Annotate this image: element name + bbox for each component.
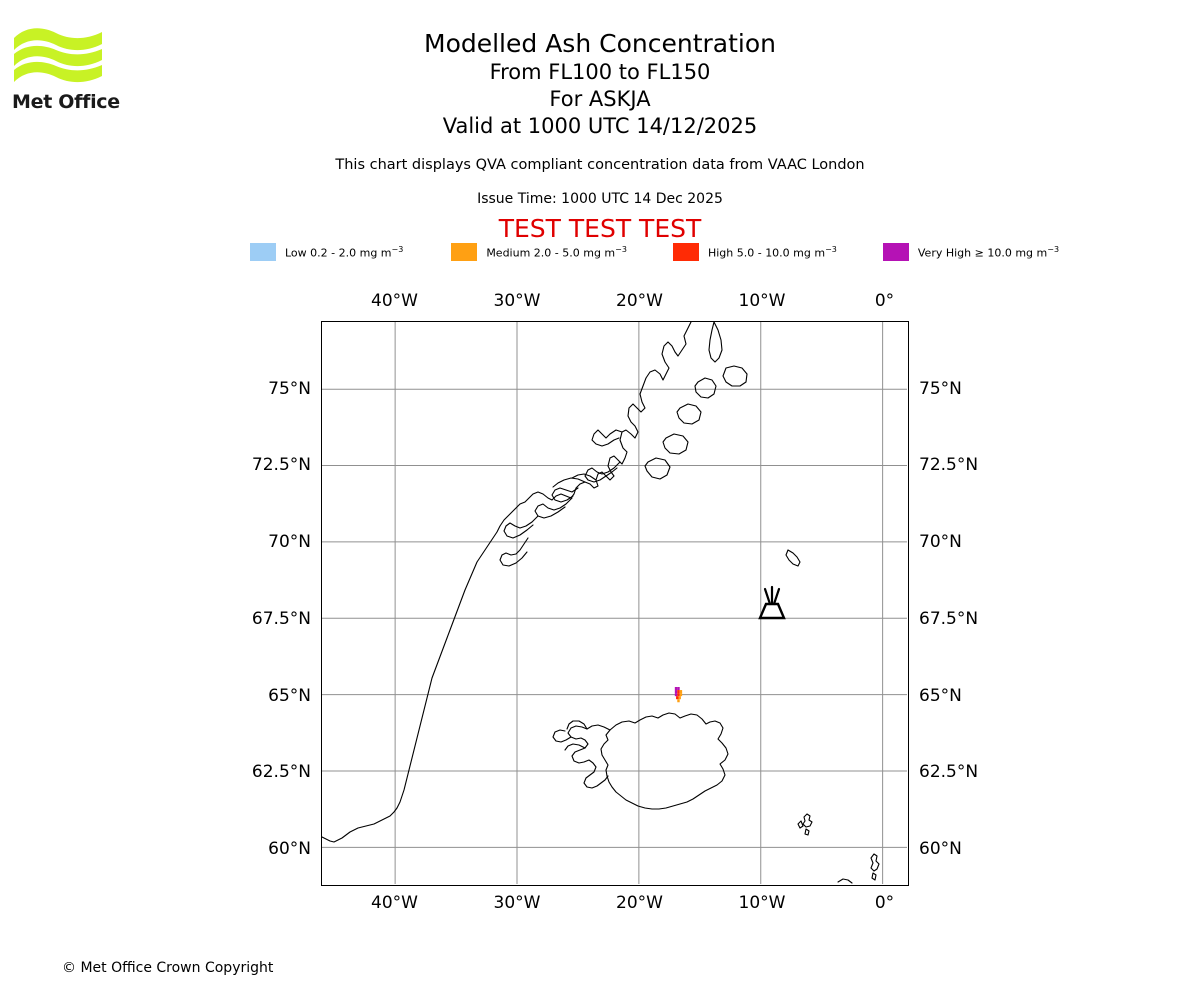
ash-cell xyxy=(679,693,683,697)
ash-cell xyxy=(677,693,680,697)
legend-very-high: Very High ≥ 10.0 mg m−3 xyxy=(882,242,1060,262)
page-title: Modelled Ash Concentration xyxy=(424,29,776,58)
lon-tick-bottom: 40°W xyxy=(371,893,418,913)
lat-tick-right: 67.5°N xyxy=(919,608,979,629)
ash-concentration-map[interactable] xyxy=(321,321,909,886)
lon-tick-top: 40°W xyxy=(371,291,418,311)
met-office-logo: Met Office xyxy=(12,24,132,114)
lat-tick-left: 70°N xyxy=(268,532,311,553)
coastlines xyxy=(322,322,880,884)
lon-tick-bottom: 30°W xyxy=(493,893,541,913)
test-banner: TEST TEST TEST xyxy=(498,214,702,243)
title-flight-levels: From FL100 to FL150 xyxy=(489,60,711,84)
lon-tick-top: 20°W xyxy=(616,291,663,311)
lat-tick-left: 62.5°N xyxy=(251,762,311,783)
title-valid-time: Valid at 1000 UTC 14/12/2025 xyxy=(442,114,758,138)
lat-tick-right: 65°N xyxy=(919,685,962,706)
lat-tick-right: 72.5°N xyxy=(919,455,979,476)
legend-swatch-very-high xyxy=(882,243,909,261)
lat-tick-right: 70°N xyxy=(919,532,962,553)
copyright-notice: © Met Office Crown Copyright xyxy=(62,960,274,976)
lon-tick-bottom: 20°W xyxy=(616,893,663,913)
ash-cell xyxy=(677,699,680,703)
chart-note: This chart displays QVA compliant concen… xyxy=(335,157,865,173)
ash-cell xyxy=(674,690,678,694)
lon-tick-top: 0° xyxy=(874,291,895,311)
lat-tick-right: 60°N xyxy=(919,839,962,860)
ash-cell xyxy=(677,686,680,691)
ash-cell xyxy=(674,693,678,697)
lon-tick-top: 10°W xyxy=(738,291,786,311)
legend-swatch-low xyxy=(250,243,276,261)
ash-cell xyxy=(676,696,679,700)
legend-label-very-high: Very High ≥ 10.0 mg m−3 xyxy=(917,244,1060,260)
ash-cell xyxy=(679,690,683,694)
lat-tick-right: 75°N xyxy=(919,378,962,399)
volcano-marker-icon xyxy=(758,585,786,620)
title-volcano: For ASKJA xyxy=(549,87,651,111)
chart-title-block: Modelled Ash Concentration From FL100 to… xyxy=(0,28,1200,140)
issue-time: Issue Time: 1000 UTC 14 Dec 2025 xyxy=(477,191,723,207)
lat-tick-left: 72.5°N xyxy=(251,455,311,476)
lat-tick-left: 65°N xyxy=(268,685,311,706)
ash-plume xyxy=(674,686,683,703)
met-office-wave-icon xyxy=(14,28,102,83)
legend-high: High 5.0 - 10.0 mg m−3 xyxy=(672,242,837,262)
map-gridlines xyxy=(322,322,907,884)
map-canvas xyxy=(322,322,907,884)
ash-cell xyxy=(677,690,680,694)
concentration-legend: Low 0.2 - 2.0 mg m−3 Medium 2.0 - 5.0 mg… xyxy=(250,242,1059,262)
lon-tick-top: 30°W xyxy=(493,291,541,311)
lon-tick-bottom: 0° xyxy=(874,893,895,913)
legend-label-medium: Medium 2.0 - 5.0 mg m−3 xyxy=(486,244,627,260)
ash-cell xyxy=(678,696,681,700)
legend-label-low: Low 0.2 - 2.0 mg m−3 xyxy=(285,244,404,260)
met-office-logo-text: Met Office xyxy=(12,91,120,113)
legend-low: Low 0.2 - 2.0 mg m−3 xyxy=(250,242,403,262)
lat-tick-left: 60°N xyxy=(268,839,311,860)
lat-tick-left: 75°N xyxy=(268,378,311,399)
legend-label-high: High 5.0 - 10.0 mg m−3 xyxy=(707,244,837,260)
lon-tick-bottom: 10°W xyxy=(738,893,786,913)
legend-swatch-high xyxy=(672,243,699,261)
legend-medium: Medium 2.0 - 5.0 mg m−3 xyxy=(451,242,627,262)
ash-cell xyxy=(674,686,678,691)
legend-swatch-medium xyxy=(451,243,478,261)
lat-tick-left: 67.5°N xyxy=(251,608,311,629)
lat-tick-right: 62.5°N xyxy=(919,762,979,783)
